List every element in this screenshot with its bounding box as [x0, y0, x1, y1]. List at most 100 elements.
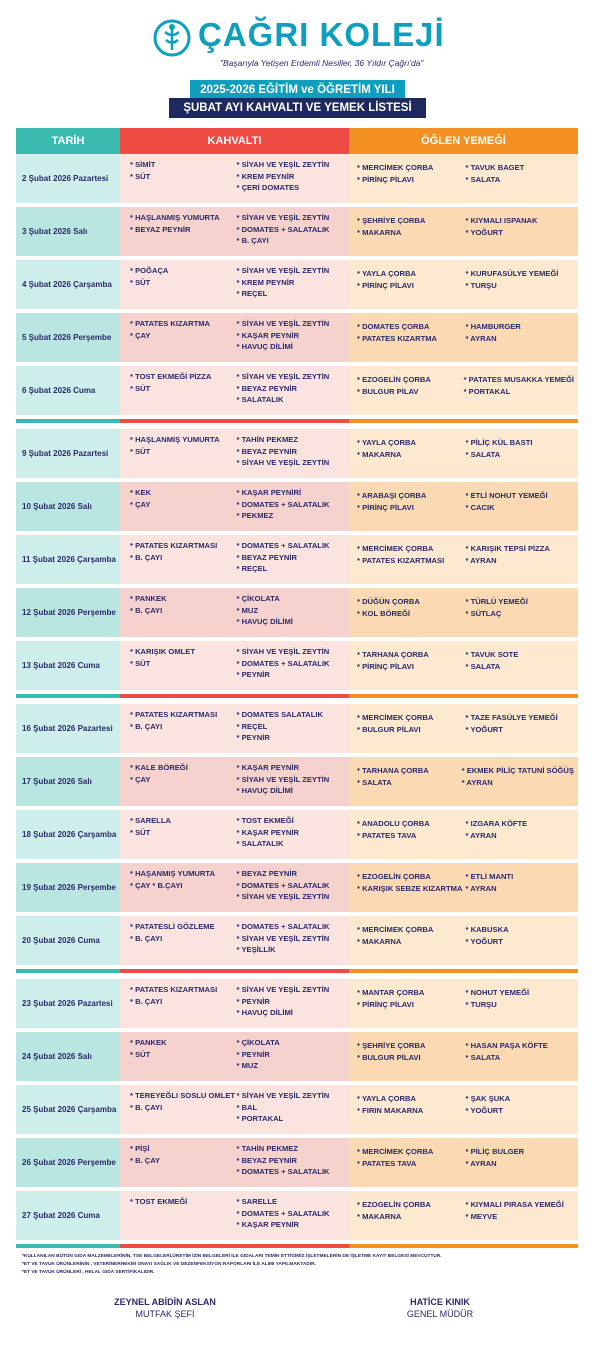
menu-item: BULGUR PİLAV	[357, 386, 464, 398]
lunch-cell: EZOGELİN ÇORBABULGUR PİLAVPATATES MUSAKK…	[349, 366, 578, 415]
menu-item: MERCİMEK ÇORBA	[357, 543, 466, 555]
lunch-cell: TARHANA ÇORBAPİRİNÇ PİLAVITAVUK SOTESALA…	[349, 641, 578, 690]
breakfast-items-side: SİYAH VE YEŞİL ZEYTİNDOMATES + SALATALIK…	[237, 646, 344, 690]
breakfast-items-side: ÇİKOLATAPEYNİRMUZ	[237, 1037, 344, 1081]
menu-item: B. ÇAYI	[130, 605, 237, 617]
menu-item: ŞEHRİYE ÇORBA	[357, 1040, 466, 1052]
menu-item: KAŞAR PEYNİR	[237, 330, 344, 342]
signature-name: HATİCE KINIK	[410, 1297, 470, 1307]
menu-item: YAYLA ÇORBA	[357, 1093, 466, 1105]
menu-item: SALATALIK	[237, 838, 344, 850]
menu-item: PATATES KIZARTMASI	[130, 540, 237, 552]
footnote: *ET VE TAVUK ÜRÜNLERİNİN , VETERİNERHEKİ…	[22, 1262, 316, 1267]
signature-name: ZEYNEL ABİDİN ASLAN	[114, 1297, 216, 1307]
menu-item: KREM PEYNİR	[237, 171, 344, 183]
breakfast-items-side: ÇİKOLATAMUZHAVUÇ DİLİMİ	[237, 593, 344, 637]
breakfast-cell: PATATES KIZARTMAÇAYSİYAH VE YEŞİL ZEYTİN…	[120, 313, 349, 362]
lunch-cell: MERCİMEK ÇORBAPATATES KIZARTMASIKARIŞIK …	[349, 535, 578, 584]
lunch-items-soup: MANTAR ÇORBAPİRİNÇ PİLAVI	[357, 987, 466, 1028]
lunch-items-soup: MERCİMEK ÇORBABULGUR PİLAVI	[357, 712, 466, 753]
breakfast-cell: PATATES KIZARTMASIB. ÇAYIDOMATES SALATAL…	[120, 704, 349, 753]
menu-item: PATATES TAVA	[357, 830, 466, 842]
menu-item: TURŞU	[466, 280, 575, 292]
menu-item: ETLİ MANTI	[466, 871, 575, 883]
year-banner: 2025-2026 EĞİTİM ve ÖĞRETİM YILI	[0, 80, 595, 100]
lunch-items-soup: TARHANA ÇORBASALATA	[357, 765, 462, 806]
menu-item: DOMATES + SALATALIK	[237, 880, 344, 892]
breakfast-cell: HAŞLANMIŞ YUMURTASÜTTAHİN PEKMEZBEYAZ PE…	[120, 429, 349, 478]
lunch-cell: ŞEHRİYE ÇORBABULGUR PİLAVIHASAN PAŞA KÖF…	[349, 1032, 578, 1081]
menu-item: MERCİMEK ÇORBA	[357, 924, 466, 936]
menu-item: TAHİN PEKMEZ	[237, 1143, 344, 1155]
breakfast-items-side: TAHİN PEKMEZBEYAZ PEYNİRSİYAH VE YEŞİL Z…	[237, 434, 344, 478]
breakfast-items-side: SİYAH VE YEŞİL ZEYTİNDOMATES + SALATALIK…	[237, 212, 344, 256]
lunch-items-main: KIYMALI PIRASA YEMEĞİMEYVE	[466, 1199, 575, 1240]
menu-item: DOMATES + SALATALIK	[237, 224, 344, 236]
menu-item: YAYLA ÇORBA	[357, 268, 466, 280]
menu-item: SÜT	[130, 446, 237, 458]
menu-item: KABUSKA	[466, 924, 575, 936]
menu-item: KOL BÖREĞİ	[357, 608, 466, 620]
date-cell: 16 Şubat 2026 Pazartesi	[16, 704, 120, 753]
breakfast-cell: TOST EKMEĞİSARELLEDOMATES + SALATALIKKAŞ…	[120, 1191, 349, 1240]
table-row: 13 Şubat 2026 CumaKARIŞIK OMLETSÜTSİYAH …	[16, 641, 578, 690]
breakfast-items-main: PATATESLİ GÖZLEMEB. ÇAYI	[130, 921, 237, 965]
menu-item: KIYMALI PIRASA YEMEĞİ	[466, 1199, 575, 1211]
menu-item: TURŞU	[466, 999, 575, 1011]
breakfast-items-main: HAŞLANMIŞ YUMURTABEYAZ PEYNİR	[130, 212, 237, 256]
page-header: ÇAĞRI KOLEJİ "Başarıyla Yetişen Erdemli …	[0, 0, 595, 128]
table-row: 27 Şubat 2026 CumaTOST EKMEĞİSARELLEDOMA…	[16, 1191, 578, 1240]
breakfast-items-main: KEKÇAY	[130, 487, 237, 531]
breakfast-cell: KALE BÖREĞİÇAYKAŞAR PEYNİRSİYAH VE YEŞİL…	[120, 757, 349, 806]
table-row: 3 Şubat 2026 SalıHAŞLANMIŞ YUMURTABEYAZ …	[16, 207, 578, 256]
menu-item: B. ÇAYI	[130, 933, 237, 945]
date-cell: 25 Şubat 2026 Çarşamba	[16, 1085, 120, 1134]
menu-item: KREM PEYNİR	[237, 277, 344, 289]
menu-item: CACIK	[466, 502, 575, 514]
menu-item: MAKARNA	[357, 936, 466, 948]
menu-item: SİYAH VE YEŞİL ZEYTİN	[237, 212, 344, 224]
week-separator	[16, 694, 578, 698]
menu-item: AYRAN	[466, 333, 575, 345]
footnote: *KULLANILAN BÜTÜN GIDA MALZEMELERİNİN, T…	[22, 1254, 442, 1259]
breakfast-items-main: POĞAÇASÜT	[130, 265, 237, 309]
menu-item: MUZ	[237, 605, 344, 617]
menu-item: PATATES KIZARTMASI	[130, 984, 237, 996]
menu-item: BEYAZ PEYNİR	[237, 446, 344, 458]
breakfast-cell: POĞAÇASÜTSİYAH VE YEŞİL ZEYTİNKREM PEYNİ…	[120, 260, 349, 309]
menu-item: REÇEL	[237, 563, 344, 575]
date-cell: 20 Şubat 2026 Cuma	[16, 916, 120, 965]
menu-item: POĞAÇA	[130, 265, 237, 277]
lunch-cell: DOMATES ÇORBAPATATES KIZARTMAHAMBURGERAY…	[349, 313, 578, 362]
menu-item: PİRİNÇ PİLAVI	[357, 999, 466, 1011]
lunch-items-soup: MERCİMEK ÇORBAPATATES KIZARTMASI	[357, 543, 466, 584]
menu-item: AYRAN	[462, 777, 574, 789]
menu-item: DOMATES + SALATALIK	[237, 1166, 344, 1178]
lunch-items-main: TAVUK SOTESALATA	[466, 649, 575, 690]
date-cell: 12 Şubat 2026 Perşembe	[16, 588, 120, 637]
menu-item: PİRİNÇ PİLAVI	[357, 502, 466, 514]
lunch-cell: MERCİMEK ÇORBAPATATES TAVAPİLİÇ BULGERAY…	[349, 1138, 578, 1187]
menu-item: SİYAH VE YEŞİL ZEYTİN	[237, 933, 344, 945]
menu-item: ÇAY	[130, 774, 237, 786]
menu-item: PATATES TAVA	[357, 1158, 466, 1170]
breakfast-items-main: PANKEKSÜT	[130, 1037, 237, 1081]
menu-item: MUZ	[237, 1060, 344, 1072]
menu-item: AYRAN	[466, 883, 575, 895]
lunch-items-main: KURUFASÜLYE YEMEĞİTURŞU	[466, 268, 575, 309]
menu-item: YAYLA ÇORBA	[357, 437, 466, 449]
lunch-items-main: TÜRLÜ YEMEĞİSÜTLAÇ	[466, 596, 575, 637]
lunch-cell: YAYLA ÇORBAMAKARNAPİLİÇ KÜL BASTISALATA	[349, 429, 578, 478]
menu-item: HAŞLANMIŞ YUMURTA	[130, 434, 237, 446]
menu-item: YOĞURT	[466, 936, 575, 948]
lunch-items-soup: EZOGELİN ÇORBABULGUR PİLAV	[357, 374, 464, 415]
table-row: 19 Şubat 2026 PerşembeHAŞANMIŞ YUMURTAÇA…	[16, 863, 578, 912]
breakfast-items-main: TEREYEĞLI SOSLU OMLETB. ÇAYI	[130, 1090, 237, 1134]
menu-item: ÇİKOLATA	[237, 593, 344, 605]
signature-kitchen-chef: ZEYNEL ABİDİN ASLAN MUTFAK ŞEFİ	[100, 1296, 230, 1320]
lunch-cell: YAYLA ÇORBAPİRİNÇ PİLAVIKURUFASÜLYE YEME…	[349, 260, 578, 309]
menu-item: ŞEHRİYE ÇORBA	[357, 215, 466, 227]
lunch-items-soup: ŞEHRİYE ÇORBABULGUR PİLAVI	[357, 1040, 466, 1081]
menu-item: HAVUÇ DİLİMİ	[237, 616, 344, 628]
menu-item: TAHİN PEKMEZ	[237, 434, 344, 446]
